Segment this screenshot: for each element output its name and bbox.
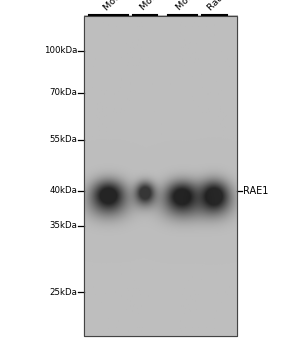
Text: Mouse thymus: Mouse thymus: [175, 0, 230, 12]
Bar: [84, 16, 237, 336]
Text: Mouse spleen: Mouse spleen: [138, 0, 191, 12]
Text: 70kDa: 70kDa: [49, 88, 77, 97]
Text: 55kDa: 55kDa: [49, 135, 77, 145]
Text: RAE1: RAE1: [243, 186, 268, 196]
Bar: [84, 16, 237, 336]
Text: 35kDa: 35kDa: [49, 221, 77, 230]
Text: Mouse brain: Mouse brain: [102, 0, 149, 12]
Text: 25kDa: 25kDa: [49, 288, 77, 297]
Text: 40kDa: 40kDa: [49, 186, 77, 195]
Text: 100kDa: 100kDa: [44, 46, 77, 55]
Text: Rat brain: Rat brain: [206, 0, 243, 12]
